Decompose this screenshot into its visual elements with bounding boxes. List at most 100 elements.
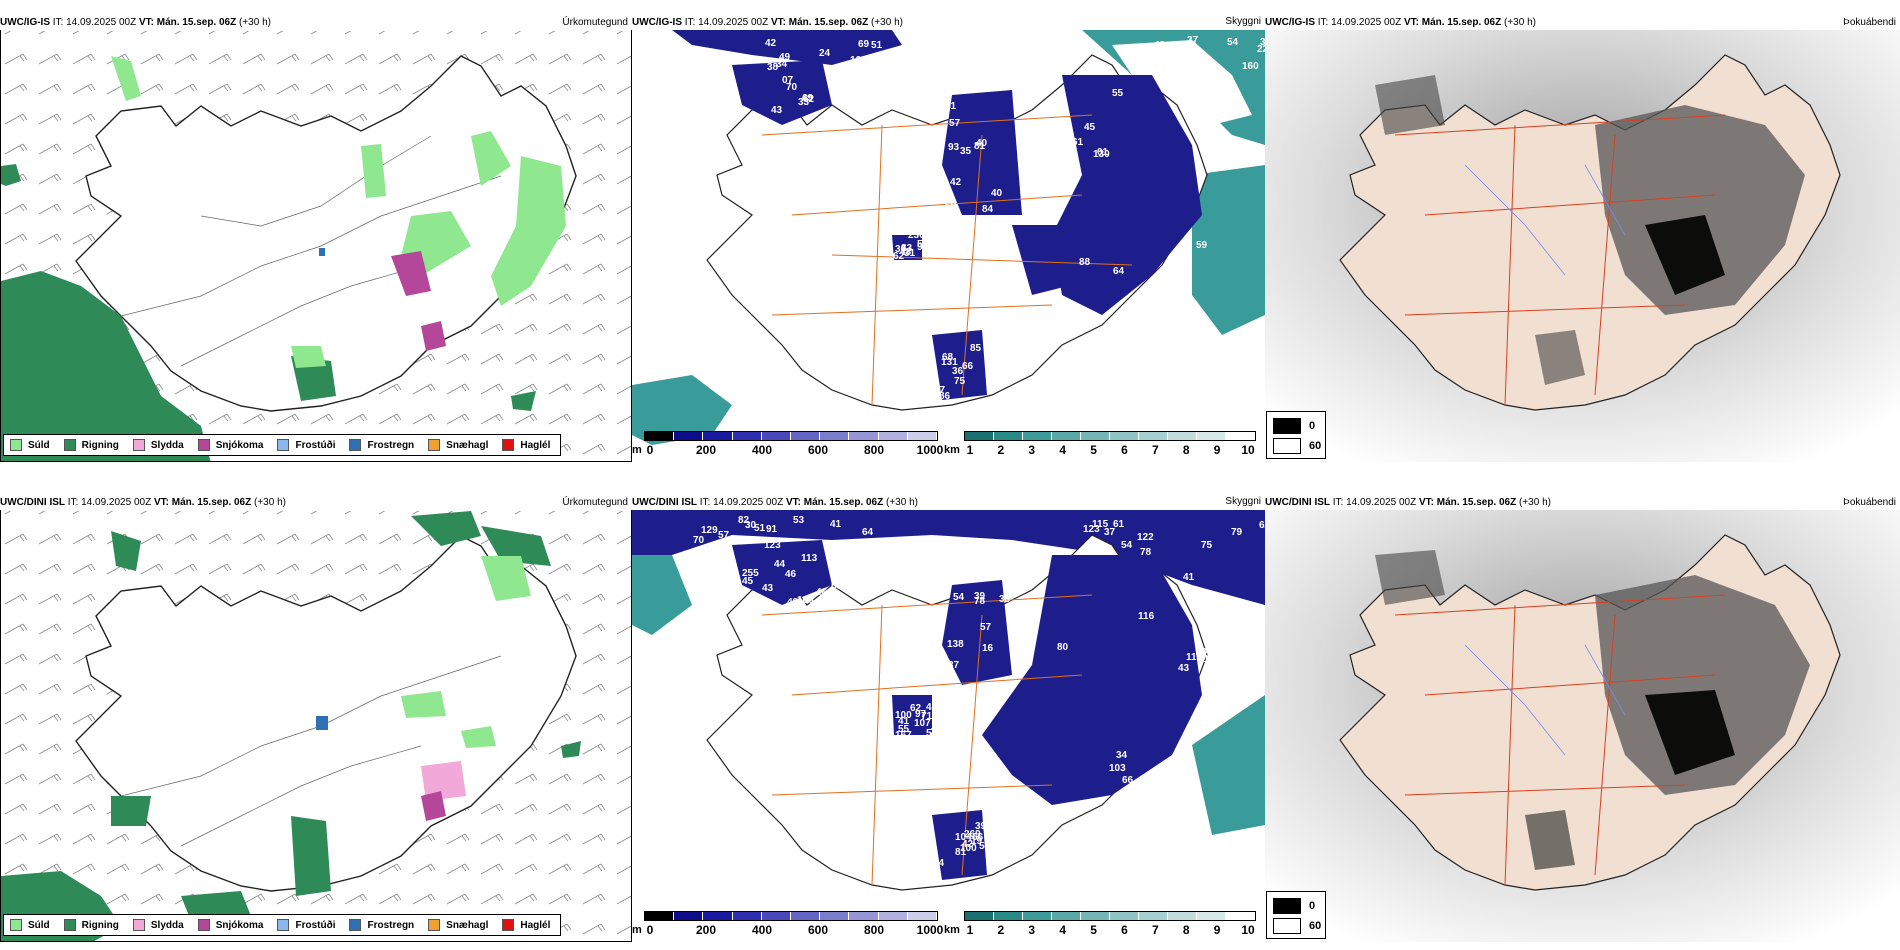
low-cloud-areas (732, 60, 1202, 400)
cloud-base-label: 40 (991, 188, 1003, 199)
cloud-base-label: 43 (1154, 40, 1166, 51)
legend-item-drizzle: Súld (10, 919, 50, 931)
cloud-base-label: 98 (1175, 752, 1187, 763)
cloud-base-label: 47 (698, 56, 710, 67)
fog-panel-row1: UWC/IG-IS IT: 14.09.2025 00Z VT: Mán. 15… (1265, 15, 1900, 462)
cloud-base-label: 53 (831, 581, 843, 592)
colorbar-tick-label: 3 (1028, 443, 1036, 457)
colorbar-tick-label: 5 (1090, 443, 1097, 457)
precip-legend: Súld Rigning Slydda Snjókoma Frostúði Fr… (3, 914, 562, 936)
cloud-base-label: 106 (797, 595, 814, 606)
precip-legend: Súld Rigning Slydda Snjókoma Frostúði Fr… (3, 434, 562, 456)
cloud-base-label: 55 (898, 724, 910, 735)
cloud-base-label: 57 (949, 118, 961, 129)
panel-title-fog: Þokuábendi (1843, 15, 1896, 30)
cloud-base-label: 41 (1183, 572, 1195, 583)
cloud-base-label: 78 (1140, 547, 1152, 558)
cloud-base-label: 39 (974, 591, 986, 602)
cloud-base-label: 33 (798, 97, 810, 108)
cloud-base-label: 88 (1079, 257, 1091, 268)
cloud-base-label: 35 (999, 594, 1011, 605)
fog-legend-item: 0 (1273, 898, 1315, 914)
legend-item-drizzle: Súld (10, 439, 50, 451)
fog-panel-row2: UWC/DINI ISL IT: 14.09.2025 00Z VT: Mán.… (1265, 495, 1900, 942)
cloud-base-label: 81 (974, 141, 986, 152)
cloud-base-label: 162 (850, 55, 867, 66)
cloud-base-label: 97 (915, 709, 927, 720)
cloud-base-label: 48 (900, 247, 912, 258)
legend-item-snow: Snjókoma (197, 439, 263, 451)
colorbar-tick-label: 9 (1213, 443, 1221, 457)
cloud-base-label: 41 (898, 716, 910, 727)
colorbar-tick-label: 5 (1090, 923, 1097, 937)
cloud-base-label: 43 (762, 583, 774, 594)
colorbar-tick-label: 7 (1151, 443, 1159, 457)
cloud-base-label: 61 (1113, 519, 1125, 530)
cloud-base-label: 123 (764, 540, 781, 551)
cloud-base-label: 58 (945, 201, 957, 212)
colorbar-tick-label: 1000 (916, 443, 944, 457)
cloud-base-label: 44 (1021, 623, 1033, 634)
colorbar-tick-label: 4 (1059, 923, 1066, 937)
cloud-base-label: 123 (1083, 524, 1100, 535)
cloud-base-label: 70 (786, 82, 798, 93)
cloud-base-label: 49 (787, 597, 799, 608)
colorbar-tick-label: 200 (695, 923, 717, 937)
colorbar-tick-label: 0 (646, 443, 654, 457)
fog-legend: 0 60 (1266, 411, 1326, 459)
cloud-base-label: 244 (930, 727, 947, 738)
cloud-base-label: 54 (1227, 37, 1239, 48)
cloud-base-label: 160 (1242, 61, 1259, 72)
colorbar-tick-label: 7 (1151, 923, 1159, 937)
cloud-base-label: 83 (901, 243, 913, 254)
visibility-colorbar: km 1 2 3 4 5 6 7 8 9 10 (944, 911, 1262, 941)
legend-item-rain: Rigning (63, 439, 119, 451)
colorbar-tick-label: 2 (997, 923, 1005, 937)
cloud-base-label: 54 (926, 728, 938, 739)
cloud-base-label: 69 (858, 39, 870, 50)
legend-item-sleet: Slydda (132, 439, 184, 451)
precip-map (0, 15, 632, 462)
cloud-base-label: 42 (1007, 619, 1019, 630)
colorbar-tick-label: 0 (646, 923, 654, 937)
cloud-base-label: 34 (1260, 37, 1265, 48)
cloud-base-label: 07 (782, 75, 794, 86)
cloud-base-label: 55 (1112, 88, 1124, 99)
colorbar-tick-label: 800 (863, 923, 885, 937)
cloud-base-label: 138 (947, 639, 964, 650)
cloud-base-label: 44 (774, 559, 786, 570)
legend-item-freezing-rain: Frostregn (349, 919, 414, 931)
colorbar-tick-label: 600 (807, 443, 829, 457)
valid-time: Mán. 15.sep. 06Z (156, 17, 237, 28)
panel-title-cloud: Skyggni (1225, 15, 1261, 29)
precip-map (0, 495, 632, 942)
cloud-base-label: 48 (1054, 149, 1066, 160)
colorbar-tick-label: 1 (966, 923, 974, 937)
cloud-base-label: 62 (893, 251, 905, 262)
panel-header: UWC/IG-IS IT: 14.09.2025 00Z VT: Mán. 15… (0, 15, 632, 30)
cloud-base-label: 31 (735, 107, 747, 118)
cloud-base-label: 51 (754, 523, 766, 534)
cloud-base-label: 07 (934, 385, 946, 396)
cloud-base-label: 31 (904, 248, 916, 259)
cloud-ceiling-labels: 123 35 91 81 107 129 115 113 138 116 100 167 82 122 49… (693, 515, 1265, 869)
cloud-base-label: 90 (917, 242, 929, 253)
panel-header: UWC/DINI ISL IT: 14.09.2025 00Z VT: Mán.… (1265, 495, 1900, 510)
cloud-base-label: 47 (922, 222, 934, 233)
cloud-base-label: 70 (693, 535, 705, 546)
cloud-base-label: 66 (1122, 775, 1134, 786)
cloud-base-label: 49 (779, 52, 791, 63)
cloud-base-label: 103 (821, 112, 838, 123)
cloud-base-label: 81 (955, 847, 967, 858)
legend-item-rain: Rigning (63, 919, 119, 931)
cloud-base-label: 129 (701, 525, 718, 536)
precip-panel-row2: UWC/DINI ISL IT: 14.09.2025 00Z VT: Mán.… (0, 495, 632, 942)
lead-time: (+30 h) (239, 17, 271, 28)
cloud-base-label: 57 (718, 530, 730, 541)
colorbar-tick-label: 6 (1121, 923, 1128, 937)
cloud-base-label: 167 (895, 730, 912, 741)
fog-legend: 0 60 (1266, 891, 1326, 939)
cloud-base-label: 82 (720, 55, 732, 66)
cloud-base-label: 57 (980, 622, 992, 633)
fog-legend-item: 60 (1273, 438, 1321, 454)
